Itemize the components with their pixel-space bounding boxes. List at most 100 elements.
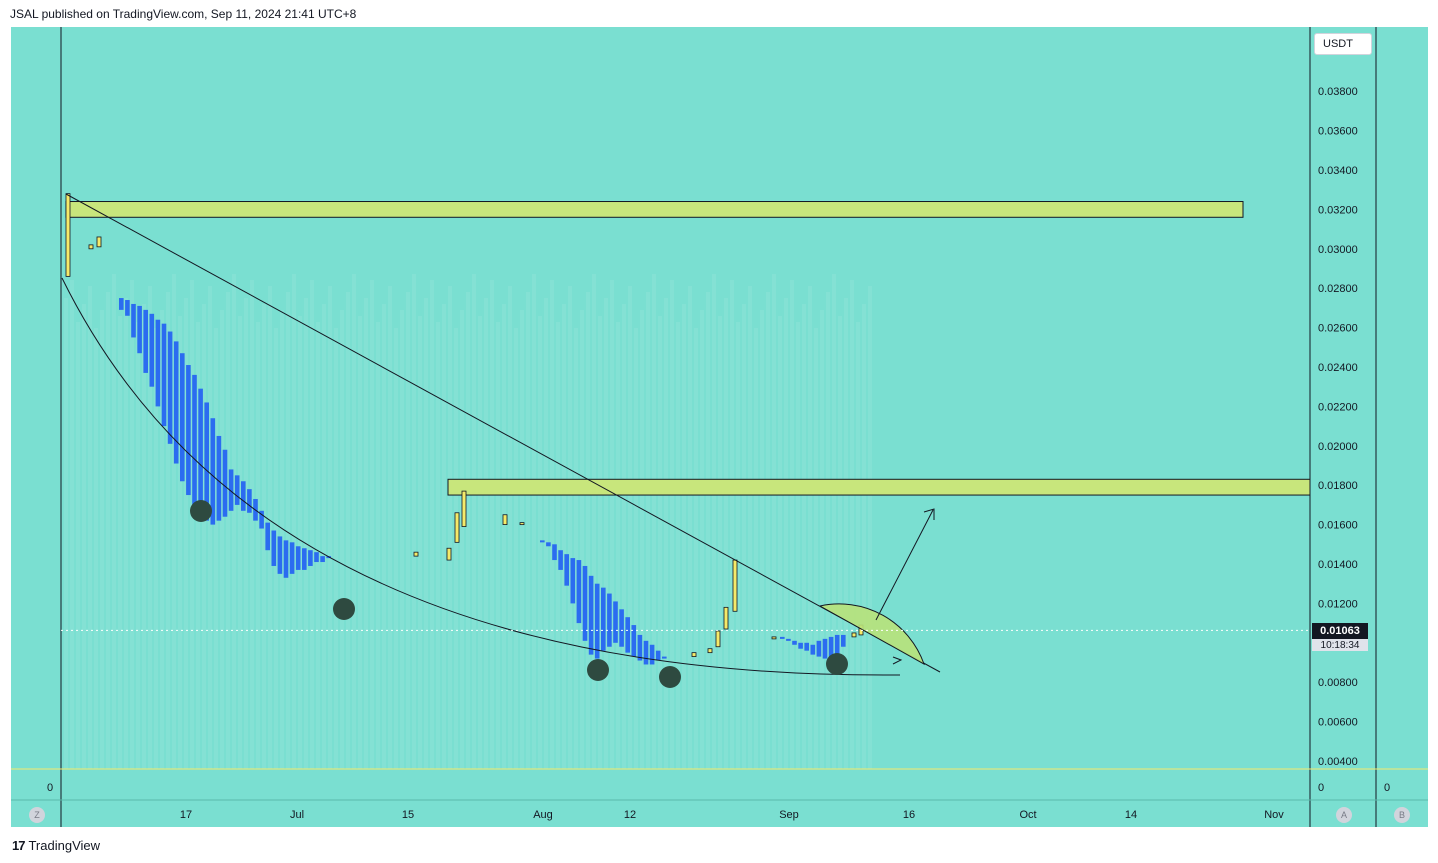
histogram-bar xyxy=(167,331,173,444)
scale-toggle-button[interactable]: B xyxy=(1394,807,1410,823)
volume-bar xyxy=(460,310,464,769)
volume-bar xyxy=(106,292,110,769)
volume-bar xyxy=(304,298,308,769)
volume-bar xyxy=(250,280,254,769)
histogram-bar xyxy=(841,634,846,647)
histogram-bar xyxy=(131,303,136,338)
histogram-bar xyxy=(241,481,246,511)
bar-countdown: 10:18:34 xyxy=(1312,639,1368,651)
volume-bar xyxy=(208,286,212,769)
histogram-bar xyxy=(259,510,264,529)
price-candle xyxy=(691,652,697,657)
volume-bar xyxy=(316,322,320,769)
histogram-bar xyxy=(834,634,840,655)
timezone-button[interactable]: Z xyxy=(29,807,45,823)
volume-bar xyxy=(754,328,758,769)
histogram-bar xyxy=(607,593,612,647)
footer-brand[interactable]: 17 TradingView xyxy=(12,838,100,853)
volume-bar xyxy=(682,304,686,769)
price-tick-label: 0.02600 xyxy=(1318,323,1358,335)
volume-bar xyxy=(550,280,554,769)
volume-bar xyxy=(238,316,242,769)
volume-bar xyxy=(292,274,296,769)
price-tick-label: 0.02000 xyxy=(1318,441,1358,453)
price-tick-label: 0.03800 xyxy=(1318,86,1358,98)
price-axis-ticks: 0.03800 0.03600 0.03400 0.03200 0.03000 0.028… xyxy=(1318,86,1358,768)
price-tick-label: 0.02800 xyxy=(1318,283,1358,295)
volume-bar xyxy=(526,292,530,769)
price-candle xyxy=(461,490,467,527)
volume-bar xyxy=(376,322,380,769)
price-candle xyxy=(732,559,738,612)
volume-bar xyxy=(124,298,128,769)
volume-bar xyxy=(100,310,104,769)
plot-background xyxy=(11,27,1310,827)
volume-bar xyxy=(784,298,788,769)
volume-bar xyxy=(262,304,266,769)
volume-bar xyxy=(652,274,656,769)
volume-bar xyxy=(346,292,350,769)
volume-bar xyxy=(616,322,620,769)
volume-bar xyxy=(808,286,812,769)
histogram-bar xyxy=(582,565,588,641)
histogram-bar xyxy=(631,625,637,657)
volume-bar xyxy=(448,286,452,769)
volume-bar xyxy=(340,310,344,769)
volume-bar xyxy=(658,316,662,769)
auto-scale-button[interactable]: A xyxy=(1336,807,1352,823)
price-tick-label: 0.03000 xyxy=(1318,244,1358,256)
histogram-bar xyxy=(588,575,594,655)
price-tick-label: 0.01200 xyxy=(1318,598,1358,610)
volume-bar xyxy=(592,274,596,769)
volume-bar xyxy=(484,298,488,769)
histogram-bar xyxy=(780,636,785,639)
price-tick-label: 0.01800 xyxy=(1318,480,1358,492)
volume-bar xyxy=(694,328,698,769)
volume-bar xyxy=(142,304,146,769)
volume-bar xyxy=(466,292,470,769)
volume-bar xyxy=(478,316,482,769)
histogram-bar xyxy=(619,609,624,647)
chart-drawings xyxy=(61,193,941,688)
volume-shading xyxy=(64,274,872,769)
volume-bar xyxy=(790,280,794,769)
volume-bar xyxy=(736,322,740,769)
histogram-bar xyxy=(576,560,582,624)
currency-selector[interactable]: USDT xyxy=(1314,33,1372,55)
time-tick-label: Aug xyxy=(533,809,553,821)
volume-bar xyxy=(112,274,116,769)
histogram-bar xyxy=(594,583,600,659)
histogram-bars xyxy=(119,298,846,665)
volume-bar xyxy=(322,304,326,769)
pivot-marker xyxy=(333,598,355,620)
pivot-marker xyxy=(190,500,212,522)
histogram-bar xyxy=(655,650,661,661)
volume-bar xyxy=(184,298,188,769)
histogram-bar xyxy=(822,638,828,659)
histogram-bar xyxy=(613,601,618,643)
time-tick-label: Jul xyxy=(290,809,304,821)
pane-zero-right-b: 0 xyxy=(1384,782,1390,794)
volume-bar xyxy=(70,280,74,769)
histogram-bar xyxy=(570,558,576,604)
volume-bar xyxy=(388,286,392,769)
histogram-bar xyxy=(137,305,142,354)
resistance-zones xyxy=(65,201,1311,496)
volume-bar xyxy=(796,322,800,769)
volume-bar xyxy=(622,304,626,769)
volume-bar xyxy=(826,292,830,769)
histogram-bar xyxy=(271,530,277,566)
volume-bar xyxy=(850,280,854,769)
volume-bar xyxy=(832,274,836,769)
price-tick-label: 0.00800 xyxy=(1318,677,1358,689)
histogram-bar xyxy=(798,642,803,649)
histogram-bar xyxy=(649,644,655,665)
price-candle xyxy=(96,236,102,248)
volume-bar xyxy=(472,274,476,769)
volume-bar xyxy=(352,274,356,769)
volume-bar xyxy=(214,328,218,769)
histogram-bar xyxy=(180,353,185,482)
time-axis-labels: 17 Jul 15 Aug 12 Sep 16 Oct 14 Nov xyxy=(180,809,1284,821)
volume-bar xyxy=(724,298,728,769)
